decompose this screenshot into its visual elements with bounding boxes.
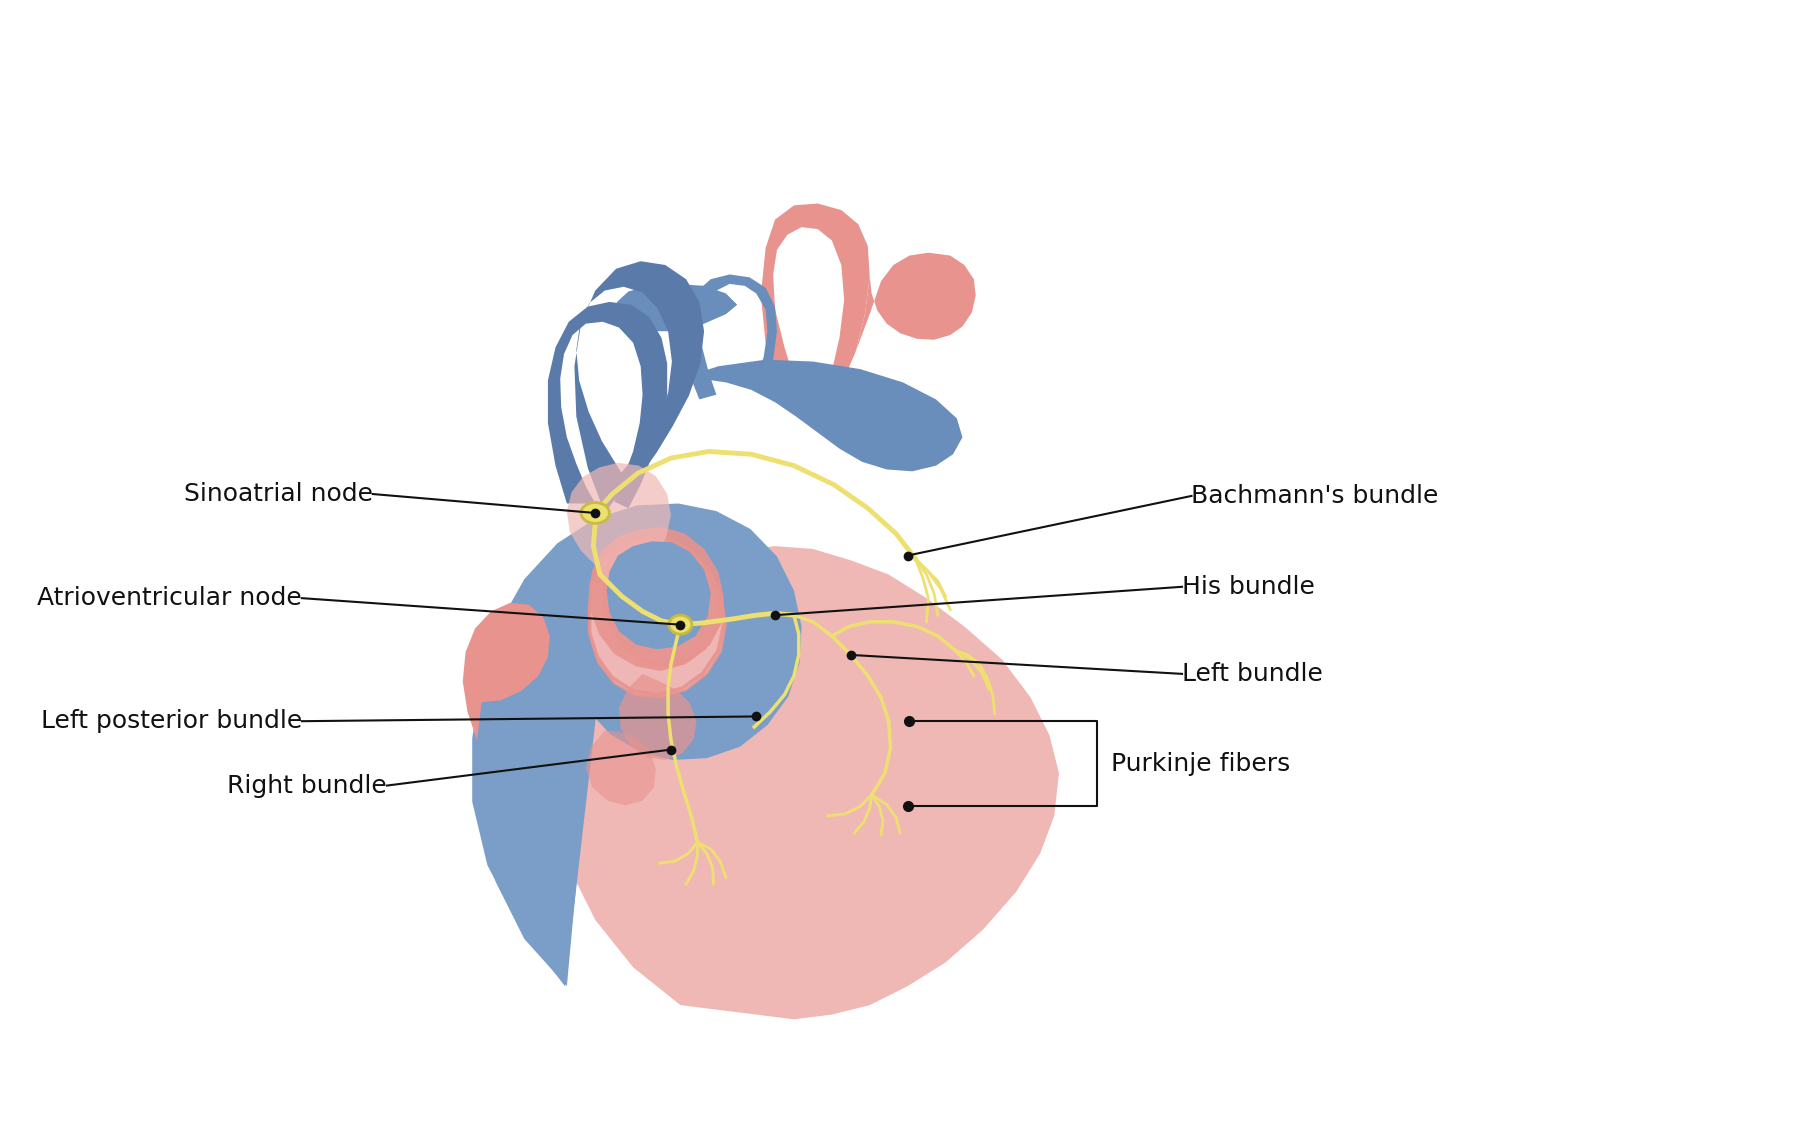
Polygon shape [590, 536, 724, 694]
Polygon shape [617, 284, 738, 331]
Polygon shape [607, 542, 711, 649]
Polygon shape [590, 527, 724, 671]
Text: Bachmann's bundle: Bachmann's bundle [1192, 484, 1438, 508]
Polygon shape [547, 302, 668, 508]
Text: Atrioventricular node: Atrioventricular node [38, 586, 302, 610]
Ellipse shape [581, 502, 610, 524]
Polygon shape [761, 204, 869, 386]
Ellipse shape [670, 615, 691, 634]
Polygon shape [680, 360, 963, 472]
Polygon shape [682, 275, 778, 399]
Polygon shape [558, 546, 1058, 1019]
Polygon shape [842, 252, 976, 380]
Text: Right bundle: Right bundle [227, 774, 387, 797]
Polygon shape [574, 261, 704, 513]
Polygon shape [590, 543, 725, 698]
Text: Purkinje fibers: Purkinje fibers [1111, 752, 1291, 776]
Polygon shape [463, 603, 549, 740]
Text: Left posterior bundle: Left posterior bundle [41, 709, 302, 733]
Polygon shape [472, 503, 801, 986]
Text: Left bundle: Left bundle [1183, 662, 1323, 685]
Polygon shape [477, 511, 796, 986]
Text: His bundle: His bundle [1183, 575, 1316, 598]
Polygon shape [567, 463, 671, 579]
Text: Sinoatrial node: Sinoatrial node [184, 482, 373, 506]
Polygon shape [619, 674, 697, 760]
Polygon shape [585, 731, 655, 805]
